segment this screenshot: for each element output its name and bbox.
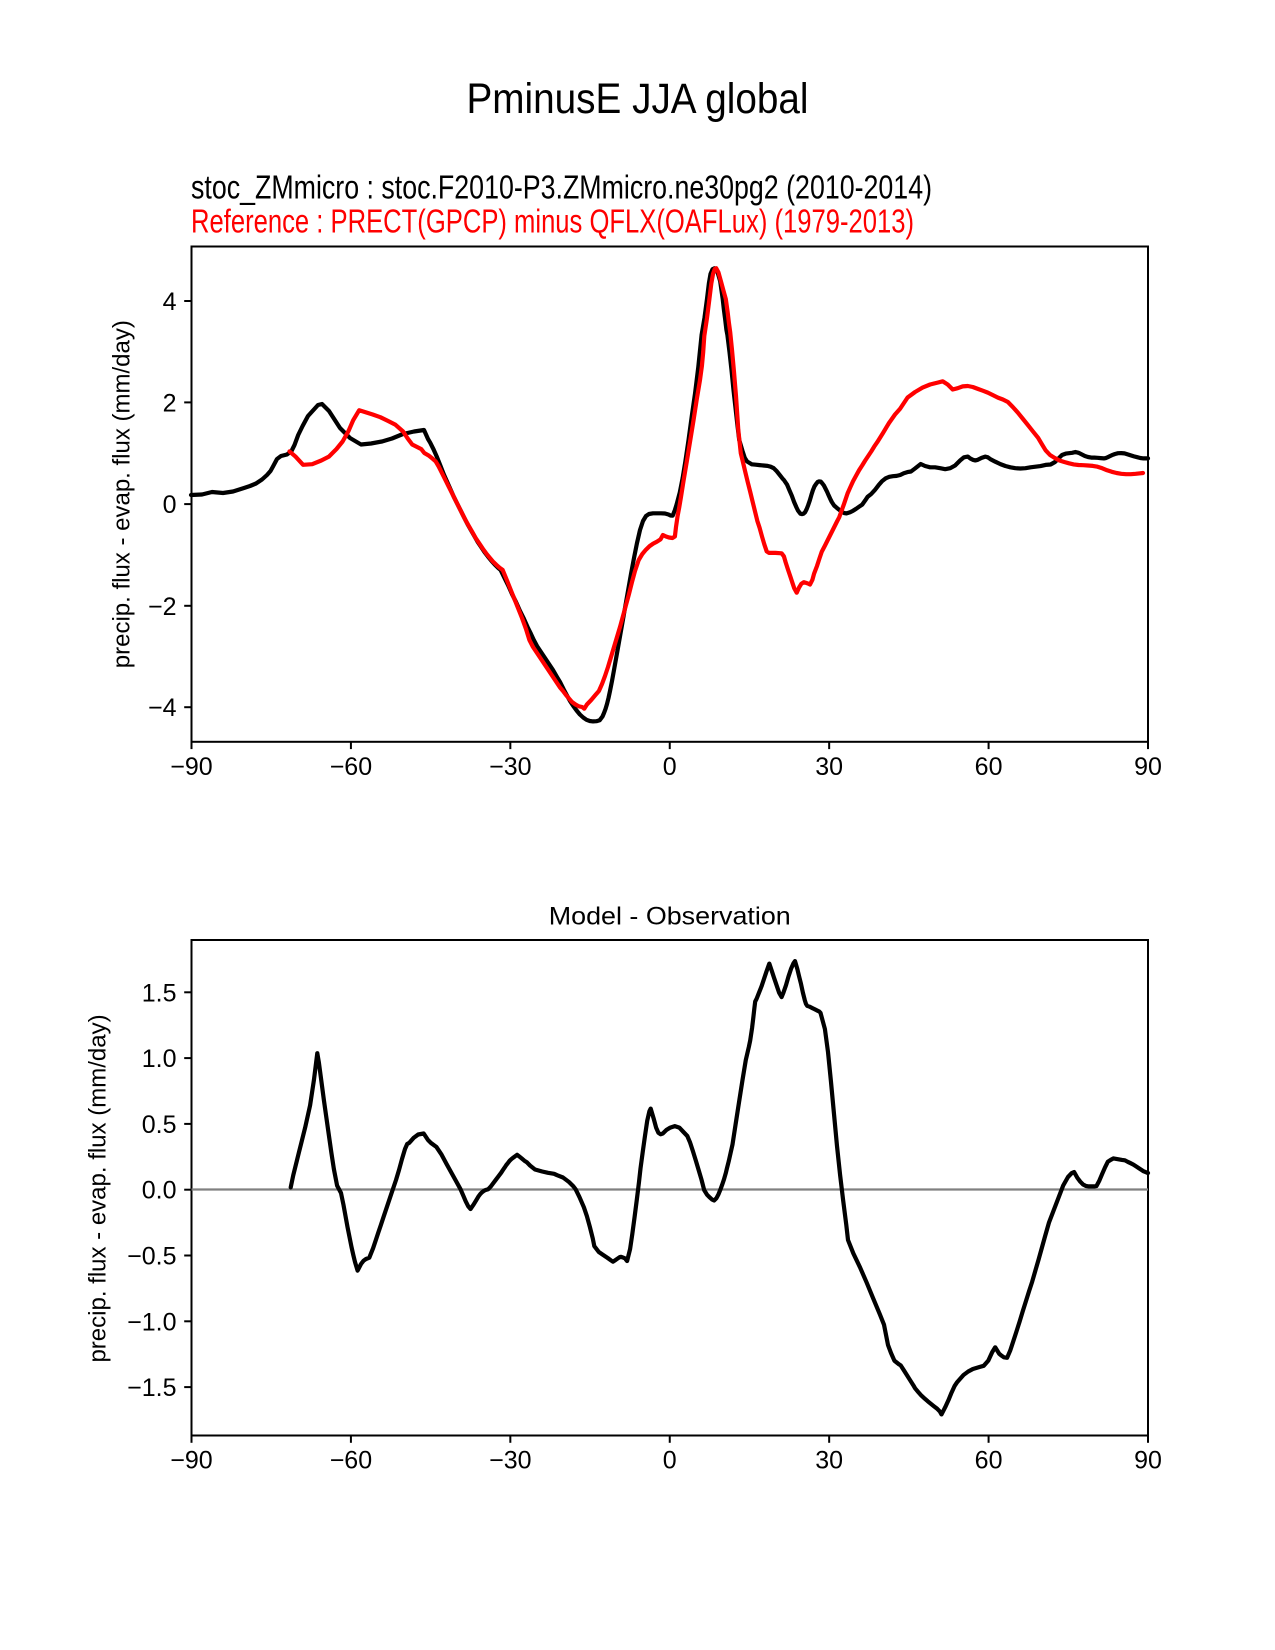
svg-text:precip. flux - evap. flux (mm/: precip. flux - evap. flux (mm/day) [109, 320, 136, 668]
svg-text:1.0: 1.0 [142, 1045, 177, 1073]
svg-text:60: 60 [975, 1447, 1003, 1475]
svg-text:Model - Observation: Model - Observation [549, 903, 791, 931]
svg-text:−90: −90 [170, 1447, 212, 1475]
svg-text:30: 30 [815, 753, 843, 781]
svg-text:Reference : PRECT(GPCP) minus: Reference : PRECT(GPCP) minus QFLX(OAFLu… [191, 203, 914, 240]
svg-text:60: 60 [975, 753, 1003, 781]
svg-text:precip. flux - evap. flux (mm/: precip. flux - evap. flux (mm/day) [85, 1014, 112, 1362]
svg-text:−60: −60 [330, 753, 372, 781]
svg-text:PminusE JJA global: PminusE JJA global [467, 75, 809, 123]
svg-text:90: 90 [1134, 1447, 1162, 1475]
svg-text:4: 4 [163, 288, 177, 316]
svg-text:stoc_ZMmicro : stoc.F2010-P3.Z: stoc_ZMmicro : stoc.F2010-P3.ZMmicro.ne3… [191, 169, 932, 206]
svg-text:0: 0 [663, 753, 677, 781]
svg-text:0: 0 [163, 491, 177, 519]
svg-text:0.0: 0.0 [142, 1177, 177, 1205]
svg-text:90: 90 [1134, 753, 1162, 781]
svg-text:30: 30 [815, 1447, 843, 1475]
svg-text:−4: −4 [148, 694, 177, 722]
svg-text:−90: −90 [170, 753, 212, 781]
svg-text:−2: −2 [148, 593, 177, 621]
svg-text:2: 2 [163, 389, 177, 417]
svg-text:−1.0: −1.0 [127, 1308, 176, 1336]
svg-text:1.5: 1.5 [142, 979, 177, 1007]
svg-text:−0.5: −0.5 [127, 1243, 176, 1271]
svg-text:0.5: 0.5 [142, 1111, 177, 1139]
svg-text:−60: −60 [330, 1447, 372, 1475]
svg-text:0: 0 [663, 1447, 677, 1475]
svg-text:−30: −30 [489, 1447, 531, 1475]
svg-text:−1.5: −1.5 [127, 1374, 176, 1402]
svg-text:−30: −30 [489, 753, 531, 781]
